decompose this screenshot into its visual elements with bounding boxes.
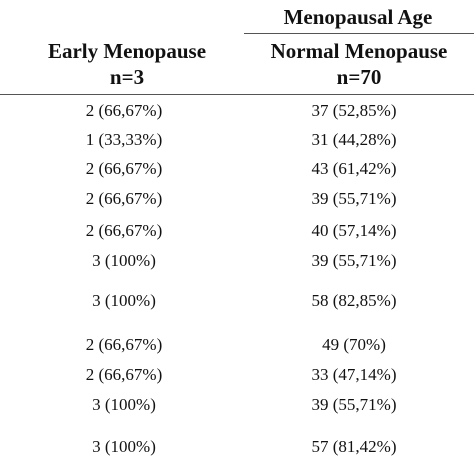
cell-normal-menopause: 49 (70%) (322, 335, 386, 354)
cell-early-menopause: 3 (100%) (92, 251, 156, 270)
cell-early-menopause: 2 (66,67%) (85, 101, 163, 120)
table-row: 2 (66,67%) 33 (47,14%) (0, 363, 474, 387)
column-header-subtitle: n=3 (109, 65, 145, 89)
cell-normal-menopause: 33 (47,14%) (311, 365, 397, 384)
table-row: 3 (100%) 39 (55,71%) (0, 393, 474, 417)
cell-early-menopause: 2 (66,67%) (85, 189, 163, 208)
group-header-menopausal-age: Menopausal Age (283, 5, 433, 29)
cell-normal-menopause: 39 (55,71%) (311, 395, 397, 414)
table-row: 2 (66,67%) 49 (70%) (0, 333, 474, 357)
header-rule (0, 94, 474, 95)
cell-normal-menopause: 31 (44,28%) (311, 130, 397, 149)
cell-early-menopause: 2 (66,67%) (85, 365, 163, 384)
cell-normal-menopause: 39 (55,71%) (311, 189, 397, 208)
column-header-subtitle: n=70 (336, 65, 382, 89)
column-header-title: Normal Menopause (270, 39, 448, 63)
table-row: 1 (33,33%) 31 (44,28%) (0, 128, 474, 152)
cell-normal-menopause: 40 (57,14%) (311, 221, 397, 240)
cell-normal-menopause: 58 (82,85%) (311, 291, 397, 310)
cell-normal-menopause: 39 (55,71%) (311, 251, 397, 270)
cell-early-menopause: 2 (66,67%) (85, 221, 163, 240)
cell-normal-menopause: 57 (81,42%) (311, 437, 397, 456)
table-row: 3 (100%) 39 (55,71%) (0, 249, 474, 273)
column-header-early-menopause: Early Menopause n=3 (20, 38, 234, 90)
table-row: 3 (100%) 58 (82,85%) (0, 289, 474, 313)
table-row: 3 (100%) 57 (81,42%) (0, 435, 474, 459)
cell-early-menopause: 2 (66,67%) (85, 159, 163, 178)
cell-early-menopause: 3 (100%) (92, 291, 156, 310)
cell-normal-menopause: 43 (61,42%) (311, 159, 397, 178)
cell-early-menopause: 3 (100%) (92, 395, 156, 414)
cell-early-menopause: 3 (100%) (92, 437, 156, 456)
table-row: 2 (66,67%) 43 (61,42%) (0, 157, 474, 181)
table-row: 2 (66,67%) 39 (55,71%) (0, 187, 474, 211)
cell-early-menopause: 2 (66,67%) (85, 335, 163, 354)
table-row: 2 (66,67%) 37 (52,85%) (0, 99, 474, 123)
column-header-normal-menopause: Normal Menopause n=70 (244, 38, 474, 90)
column-header-title: Early Menopause (47, 39, 207, 63)
cell-normal-menopause: 37 (52,85%) (311, 101, 397, 120)
group-header-rule (244, 33, 474, 34)
table-row: 2 (66,67%) 40 (57,14%) (0, 219, 474, 243)
cell-early-menopause: 1 (33,33%) (85, 130, 163, 149)
